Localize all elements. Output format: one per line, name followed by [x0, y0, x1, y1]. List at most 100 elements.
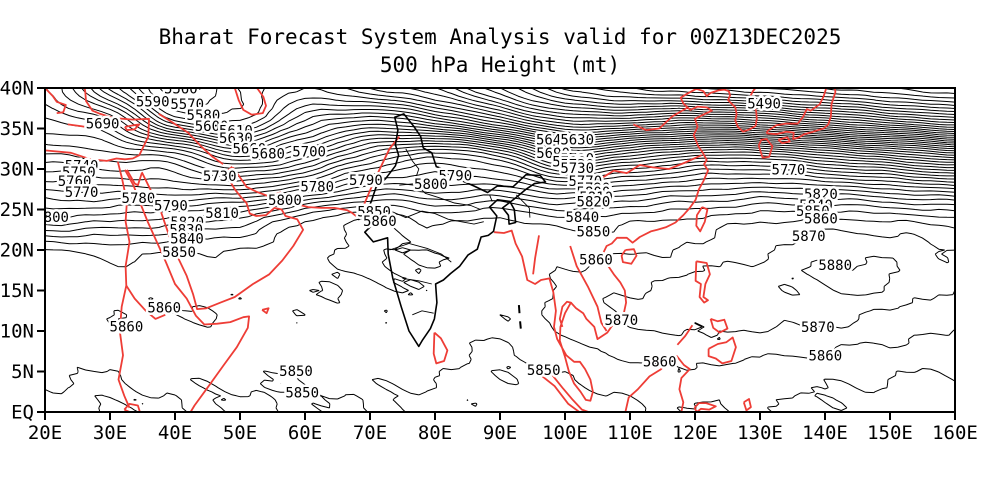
coastline — [757, 138, 774, 159]
contour-label: 5790 — [438, 168, 472, 184]
contour-label: 5710 — [552, 155, 586, 171]
coastline — [124, 123, 141, 131]
lon-tick-label: 80E — [418, 422, 452, 444]
contour-label: 5850 — [527, 363, 561, 379]
coastline — [124, 169, 250, 412]
coastline — [158, 113, 224, 165]
lat-tick-label: 10N — [0, 321, 34, 343]
coastline — [694, 260, 711, 304]
contour-label: 5700 — [292, 145, 326, 161]
contour-label: 5660 — [232, 141, 266, 157]
contour-label: 5690 — [536, 146, 570, 162]
contour-label: 5870 — [801, 320, 835, 336]
lat-tick-label: 15N — [0, 280, 34, 302]
contour-label: 5850 — [357, 204, 391, 220]
coastline — [533, 364, 590, 412]
contour-line-5480 — [560, 88, 955, 115]
contour-line-5810 — [45, 186, 955, 227]
coastline — [356, 136, 401, 218]
contour-label: 5610 — [219, 123, 253, 139]
chart-subtitle: 500 hPa Height (mt) — [380, 53, 620, 77]
coastline — [67, 123, 86, 128]
contour-label: 5820 — [804, 187, 838, 203]
lat-tick-label: 20N — [0, 240, 34, 262]
contour-line-5800 — [45, 182, 955, 219]
coastline — [126, 169, 143, 187]
coastline — [233, 88, 267, 116]
contour-label: 5720 — [560, 158, 594, 174]
contour-label: 5770 — [65, 185, 99, 201]
coastline — [709, 318, 729, 334]
contour-label: 5820 — [170, 215, 204, 231]
india-state-boundary — [412, 310, 434, 316]
lat-tick-label: EQ — [11, 402, 34, 424]
contour-label: 5820 — [577, 195, 611, 211]
contour-line-5630 — [98, 88, 955, 148]
coastline — [140, 165, 304, 310]
contour-label: 5800 — [414, 177, 448, 193]
island-mark — [517, 305, 521, 314]
contour-label: 5850 — [285, 385, 319, 401]
contour-label: 5860 — [643, 354, 677, 370]
axes-layer: 20E 30E 40E 50E 60E 70E 80E 90E 100E 110E 120E 130E… — [0, 78, 978, 445]
contour-line-5770 — [45, 156, 955, 196]
coastline — [632, 106, 689, 131]
contour-line-5470 — [592, 88, 955, 112]
contour-label: 5800 — [577, 185, 611, 201]
lat-tick-label: 35N — [0, 118, 34, 140]
contour-line-5750 — [45, 148, 955, 187]
contour-line-5730 — [45, 143, 955, 178]
contour-line-5820 — [45, 191, 955, 232]
contour-line-5740 — [45, 145, 955, 183]
contour-label: 5790 — [577, 181, 611, 197]
contour-label: 5810 — [579, 190, 613, 206]
coastline — [569, 245, 608, 332]
india-state-boundary — [376, 210, 484, 225]
contour-label: 5780 — [122, 191, 156, 207]
contour-label: 5860 — [110, 320, 144, 336]
contour-line-5500 — [531, 88, 955, 121]
contour-label: 5690 — [86, 117, 120, 133]
contour-lines-layer — [45, 88, 955, 412]
contour-label: 5630 — [560, 133, 594, 149]
lon-tick-label: 30E — [93, 422, 127, 444]
contour-label: 5810 — [205, 206, 239, 222]
contour-line-5580 — [147, 88, 955, 138]
india-state-boundary — [399, 183, 481, 210]
contour-label: 5860 — [579, 253, 613, 269]
contour-label: 5750 — [62, 165, 96, 181]
contour-line-5670 — [61, 88, 955, 156]
coastline — [532, 235, 540, 275]
contour-label: 5760 — [58, 174, 92, 190]
contour-label: 5730 — [560, 161, 594, 177]
contour-line-5760 — [45, 152, 955, 191]
contour-line-5460 — [633, 88, 955, 109]
contour-label: 5680 — [251, 146, 285, 162]
contour-label: 5850 — [279, 364, 313, 380]
coastline — [695, 206, 709, 233]
lon-tick-label: 120E — [672, 422, 718, 444]
island-mark — [519, 321, 522, 329]
india-state-boundary — [405, 148, 420, 179]
coastline — [570, 88, 758, 340]
contour-line-5790 — [45, 171, 955, 210]
coastline — [232, 166, 358, 218]
coastline — [45, 88, 67, 114]
lon-tick-label: 50E — [223, 422, 257, 444]
contour-label: 5640 — [536, 132, 570, 148]
contour-label: 5860 — [363, 214, 397, 230]
coastline — [624, 355, 691, 412]
contour-label: 5850 — [577, 224, 611, 240]
coastline — [45, 88, 150, 162]
lon-tick-label: 160E — [932, 422, 978, 444]
contour-label: 5840 — [565, 210, 599, 226]
lon-tick-label: 70E — [353, 422, 387, 444]
contour-line-5860 — [106, 217, 955, 373]
lon-tick-label: 20E — [28, 422, 62, 444]
lon-tick-label: 100E — [542, 422, 588, 444]
contour-line-5880 — [777, 255, 901, 296]
lat-tick-label: 5N — [11, 361, 34, 383]
coastline — [693, 402, 717, 412]
